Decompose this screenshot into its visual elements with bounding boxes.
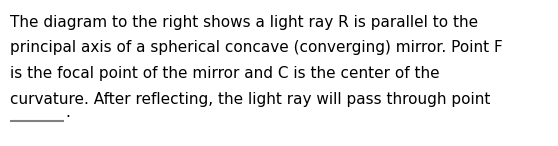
Text: curvature. After reflecting, the light ray will pass through point: curvature. After reflecting, the light r… [10, 92, 490, 107]
Text: is the focal point of the mirror and C is the center of the: is the focal point of the mirror and C i… [10, 66, 440, 81]
Text: principal axis of a spherical concave (converging) mirror. Point F: principal axis of a spherical concave (c… [10, 40, 503, 55]
Text: .: . [66, 105, 71, 120]
Text: The diagram to the right shows a light ray R is parallel to the: The diagram to the right shows a light r… [10, 15, 478, 30]
